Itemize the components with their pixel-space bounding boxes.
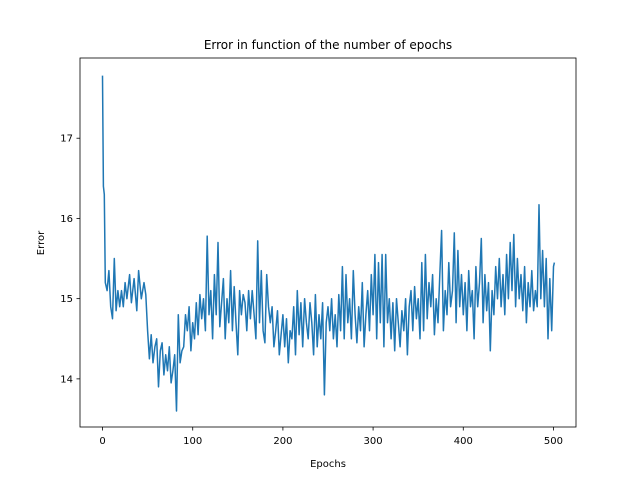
x-tick-label: 300 — [364, 436, 383, 447]
y-axis-ticks: 14 15 16 17 — [60, 134, 80, 385]
y-tick-label: 16 — [60, 214, 73, 225]
y-tick-label: 17 — [60, 134, 73, 145]
y-tick-label: 14 — [60, 374, 73, 385]
x-axis-label: Epochs — [310, 459, 346, 470]
x-tick-label: 500 — [544, 436, 563, 447]
chart-title: Error in function of the number of epoch… — [204, 38, 452, 52]
x-tick-label: 200 — [273, 436, 292, 447]
y-axis-label: Error — [36, 230, 47, 255]
x-tick-label: 400 — [454, 436, 473, 447]
x-tick-label: 100 — [183, 436, 202, 447]
axes-frame — [79, 57, 577, 428]
x-tick-label: 0 — [99, 436, 105, 447]
series-line-0 — [101, 75, 556, 412]
x-axis-ticks: 0 100 200 300 400 500 — [99, 427, 563, 447]
y-tick-label: 15 — [60, 294, 73, 305]
plot-area: 0 100 200 300 400 500 14 15 16 17 — [60, 57, 577, 447]
series-layer — [101, 75, 556, 412]
